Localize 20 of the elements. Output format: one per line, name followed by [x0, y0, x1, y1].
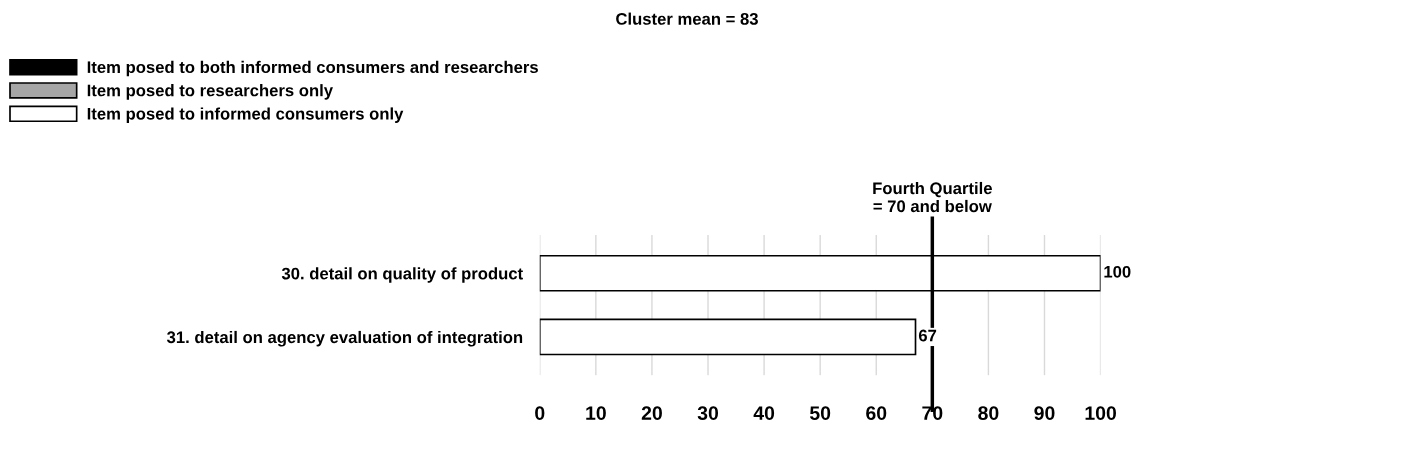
- x-tick-label: 80: [978, 406, 999, 420]
- x-tick-label: 60: [866, 406, 887, 420]
- x-tick-label: 0: [535, 406, 545, 420]
- x-tick-label: 70: [922, 406, 943, 420]
- x-tick-label: 90: [1034, 406, 1055, 420]
- x-tick-label: 20: [641, 406, 662, 420]
- legend-label: Item posed to both informed consumers and researchers: [87, 60, 538, 77]
- data-label: 100: [1104, 265, 1131, 278]
- y-tick-label: 30. detail on quality of product: [281, 267, 523, 283]
- x-tick-label: 30: [697, 406, 719, 421]
- y-tick-label: 31. detail on agency evaluation of integration: [166, 330, 523, 347]
- x-tick-label: 10: [586, 406, 606, 420]
- legend-label: Item posed to informed consumers only: [87, 107, 404, 123]
- x-tick-label: 50: [809, 406, 831, 420]
- x-tick-label: 40: [753, 406, 775, 420]
- legend-label: Item posed to researchers only: [87, 84, 333, 100]
- ref-line-label: Fourth Quartile = 70 and below: [873, 181, 992, 213]
- data-label: 67: [918, 329, 937, 342]
- x-tick-label: 100: [1085, 406, 1116, 420]
- chart-title: Cluster mean = 83: [616, 12, 758, 25]
